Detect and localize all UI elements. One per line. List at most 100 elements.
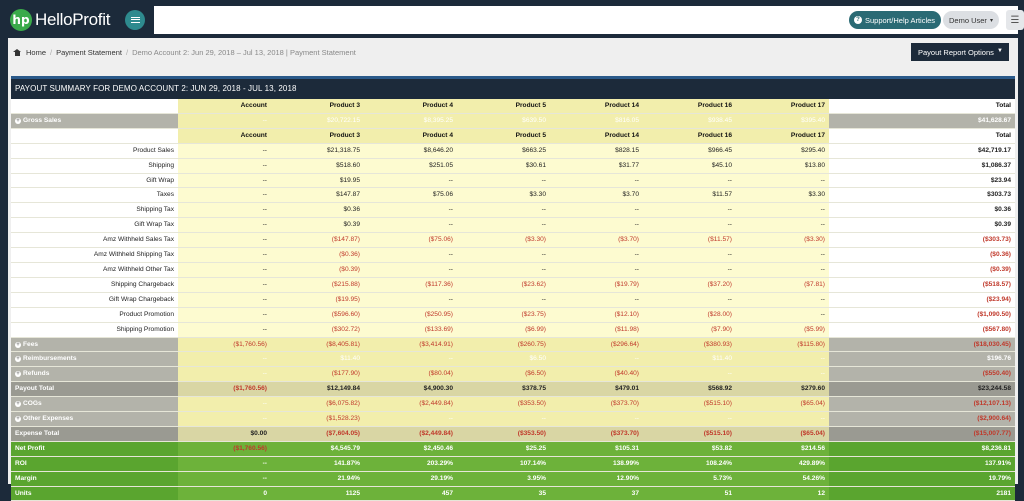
row-label: Taxes xyxy=(11,187,178,204)
value-cell: ($353.50) xyxy=(457,396,550,413)
total-cell: ($303.73) xyxy=(829,232,1015,249)
value-cell: -- xyxy=(643,217,736,234)
value-cell: -- xyxy=(457,262,550,278)
main-menu-button[interactable]: ☰ xyxy=(1006,10,1024,30)
total-cell: ($12,107.13) xyxy=(829,396,1015,413)
breadcrumb-payment-statement[interactable]: Payment Statement xyxy=(56,48,122,57)
value-cell: ($28.00) xyxy=(643,307,736,323)
value-cell: 141.87% xyxy=(271,456,364,472)
column-header: Product 16 xyxy=(643,128,736,144)
value-cell: $8,395.25 xyxy=(364,113,457,129)
column-header xyxy=(11,128,178,144)
total-cell: ($2,900.64) xyxy=(829,411,1015,427)
table-row-grp[interactable]: + Refunds -- ($177.90) ($80.04) ($6.50) ($40.4… xyxy=(11,366,1015,383)
value-cell: 51 xyxy=(643,486,736,501)
value-cell: -- xyxy=(643,262,736,278)
value-cell: -- xyxy=(364,217,457,234)
column-header: Product 16 xyxy=(643,99,736,114)
value-cell: -- xyxy=(736,173,829,189)
total-cell: $23.94 xyxy=(829,173,1015,189)
value-cell: -- xyxy=(178,277,271,293)
table-row-grp[interactable]: + COGs -- ($6,075.82) ($2,449.84) ($353.50) ($… xyxy=(11,396,1015,413)
value-cell: -- xyxy=(178,202,271,219)
value-cell: $395.40 xyxy=(736,113,829,129)
payout-report-options-button[interactable]: Payout Report Options ▼ xyxy=(911,43,1009,61)
row-label: + Reimbursements xyxy=(11,351,178,368)
support-button[interactable]: ? Support/Help Articles xyxy=(849,11,942,29)
row-label: ROI xyxy=(11,456,178,472)
table-row-grp[interactable]: + Other Expenses -- ($1,528.23) -- -- -- -- -- ($… xyxy=(11,411,1015,427)
value-cell: -- xyxy=(457,173,550,189)
table-row-row: Shipping -- $518.60 $251.05 $30.61 $31.77 $45.… xyxy=(11,158,1015,174)
total-cell: 2181 xyxy=(829,486,1015,501)
value-cell: $31.77 xyxy=(550,158,643,174)
value-cell: ($6.50) xyxy=(457,366,550,383)
total-cell: ($0.39) xyxy=(829,262,1015,278)
expand-plus-icon[interactable]: + xyxy=(15,117,21,124)
value-cell: -- xyxy=(736,351,829,368)
value-cell: -- xyxy=(457,202,550,219)
total-cell: ($567.80) xyxy=(829,322,1015,338)
value-cell: 203.29% xyxy=(364,456,457,472)
app-frame: hp HelloProfit ? Support/Help Articles D… xyxy=(8,6,1024,501)
value-cell: ($80.04) xyxy=(364,366,457,383)
sidebar-toggle-button[interactable] xyxy=(125,10,145,30)
main-content: Home / Payment Statement / Demo Account … xyxy=(8,38,1018,501)
group-label: Fees xyxy=(23,340,39,348)
expand-plus-icon[interactable]: + xyxy=(15,341,21,348)
total-cell: ($1,090.50) xyxy=(829,307,1015,323)
table-row-grp[interactable]: + Fees ($1,760.56) ($8,405.81) ($3,414.91) ($… xyxy=(11,337,1015,353)
table-row-grp[interactable]: + Gross Sales -- $20,722.15 $8,395.25 $639.50… xyxy=(11,113,1015,129)
value-cell: ($6,075.82) xyxy=(271,396,364,413)
row-label: Product Promotion xyxy=(11,307,178,323)
value-cell: 1125 xyxy=(271,486,364,501)
value-cell: -- xyxy=(550,411,643,427)
value-cell: $19.95 xyxy=(271,173,364,189)
value-cell: ($353.50) xyxy=(457,426,550,442)
breadcrumb-home[interactable]: Home xyxy=(26,48,47,57)
logo-badge: hp xyxy=(10,9,32,31)
row-label: Gift Wrap Tax xyxy=(11,217,178,234)
group-label: COGs xyxy=(23,400,42,408)
value-cell: -- xyxy=(178,292,271,308)
group-label: Refunds xyxy=(23,370,50,378)
value-cell: $518.60 xyxy=(271,158,364,174)
expand-plus-icon[interactable]: + xyxy=(15,356,21,363)
column-header: Product 14 xyxy=(550,99,643,114)
row-label: Net Profit xyxy=(11,441,178,457)
user-menu-button[interactable]: Demo User ▾ xyxy=(943,11,999,29)
support-label: Support/Help Articles xyxy=(865,15,936,25)
value-cell: -- xyxy=(178,322,271,338)
total-cell: ($23.94) xyxy=(829,292,1015,308)
value-cell: $0.39 xyxy=(271,217,364,234)
value-cell: -- xyxy=(550,173,643,189)
value-cell: -- xyxy=(178,411,271,427)
value-cell: -- xyxy=(550,262,643,278)
hamburger-icon xyxy=(130,17,140,23)
total-cell: ($18,030.45) xyxy=(829,337,1015,353)
column-header: Product 14 xyxy=(550,128,643,144)
total-cell: ($518.57) xyxy=(829,277,1015,293)
payout-summary-panel: PAYOUT SUMMARY FOR DEMO ACCOUNT 2: JUN 2… xyxy=(11,76,1015,501)
table-row-row: Product Promotion -- ($596.60) ($250.95) ($2… xyxy=(11,307,1015,323)
value-cell: 37 xyxy=(550,486,643,501)
value-cell: -- xyxy=(178,366,271,383)
value-cell: 3.95% xyxy=(457,471,550,487)
value-cell: $828.15 xyxy=(550,143,643,159)
expand-plus-icon[interactable]: + xyxy=(15,416,21,423)
value-cell: -- xyxy=(364,247,457,263)
logo[interactable]: hp HelloProfit xyxy=(8,6,154,34)
expand-plus-icon[interactable]: + xyxy=(15,371,21,378)
value-cell: ($6.99) xyxy=(457,322,550,338)
value-cell: 29.19% xyxy=(364,471,457,487)
value-cell: -- xyxy=(364,262,457,278)
table-row-grp[interactable]: + Reimbursements -- $11.40 -- $6.50 -- $11.40 --… xyxy=(11,351,1015,368)
expand-plus-icon[interactable]: + xyxy=(15,401,21,408)
total-cell: $1,086.37 xyxy=(829,158,1015,174)
value-cell: $938.45 xyxy=(643,113,736,129)
total-cell: ($550.40) xyxy=(829,366,1015,383)
value-cell: ($373.70) xyxy=(550,426,643,442)
value-cell: $251.05 xyxy=(364,158,457,174)
row-label: Shipping Tax xyxy=(11,202,178,219)
value-cell: ($380.93) xyxy=(643,337,736,353)
